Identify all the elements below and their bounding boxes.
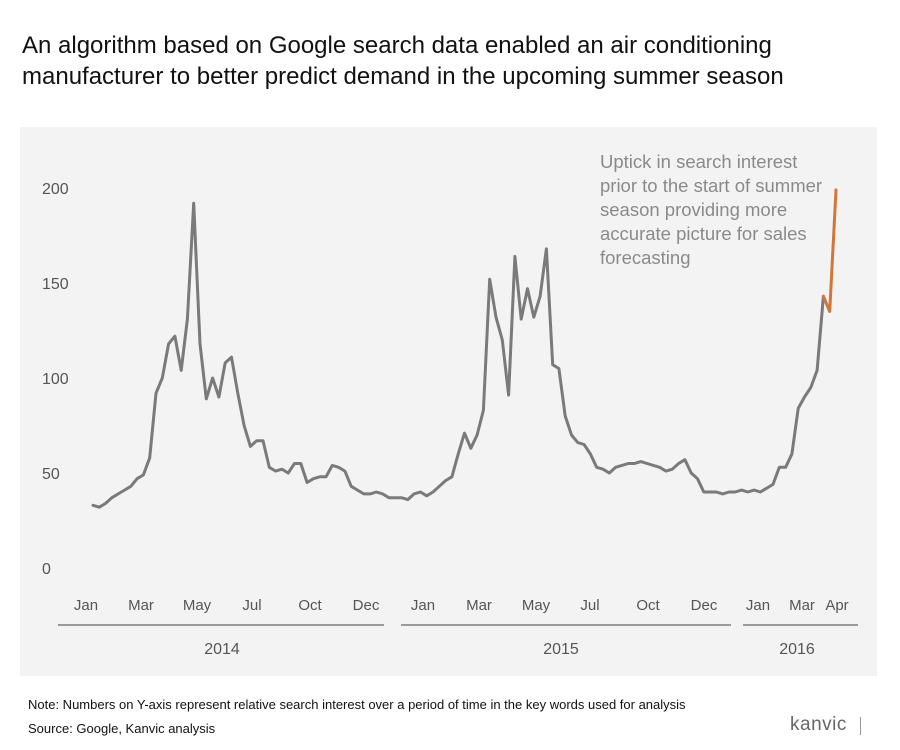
uptick-highlight-line bbox=[821, 188, 838, 313]
chart-title: An algorithm based on Google search data… bbox=[22, 32, 784, 90]
x-month-label: Mar bbox=[466, 597, 492, 614]
x-month-label: Jul bbox=[242, 597, 261, 614]
x-month-label: Oct bbox=[298, 597, 322, 614]
y-tick-label: 0 bbox=[42, 561, 51, 578]
x-month-label: Jul bbox=[580, 597, 599, 614]
y-tick-label: 150 bbox=[42, 276, 69, 293]
x-year-label: 2014 bbox=[204, 641, 240, 658]
kanvic-logo: kanvic bbox=[790, 714, 847, 735]
x-month-label: Jan bbox=[746, 597, 770, 614]
x-month-label: Dec bbox=[353, 597, 380, 614]
x-month-label: Mar bbox=[128, 597, 154, 614]
x-year-label: 2015 bbox=[543, 641, 579, 658]
search-interest-line bbox=[91, 201, 825, 509]
y-tick-label: 200 bbox=[42, 181, 69, 198]
x-year-label: 2016 bbox=[779, 641, 815, 658]
x-month-label: May bbox=[183, 597, 212, 614]
x-month-label: Jan bbox=[411, 597, 435, 614]
footnote: Note: Numbers on Y-axis represent relati… bbox=[28, 697, 686, 712]
x-month-label: Apr bbox=[825, 597, 848, 614]
chart-panel: 0 50 100 150 200 Jan Mar May Jul Oct Dec Jan Mar May J… bbox=[20, 127, 877, 676]
y-tick-label: 50 bbox=[42, 466, 60, 483]
x-month-label: Jan bbox=[74, 597, 98, 614]
source-note: Source: Google, Kanvic analysis bbox=[28, 721, 216, 736]
x-month-label: Oct bbox=[636, 597, 660, 614]
line-chart: 0 50 100 150 200 Jan Mar May Jul Oct Dec Jan Mar May J… bbox=[42, 181, 858, 658]
x-month-label: Mar bbox=[789, 597, 815, 614]
y-tick-label: 100 bbox=[42, 371, 69, 388]
chart-annotation: Uptick in search interest prior to the s… bbox=[600, 151, 823, 268]
logo-divider bbox=[860, 717, 861, 735]
x-month-label: Dec bbox=[691, 597, 718, 614]
x-month-label: May bbox=[522, 597, 551, 614]
